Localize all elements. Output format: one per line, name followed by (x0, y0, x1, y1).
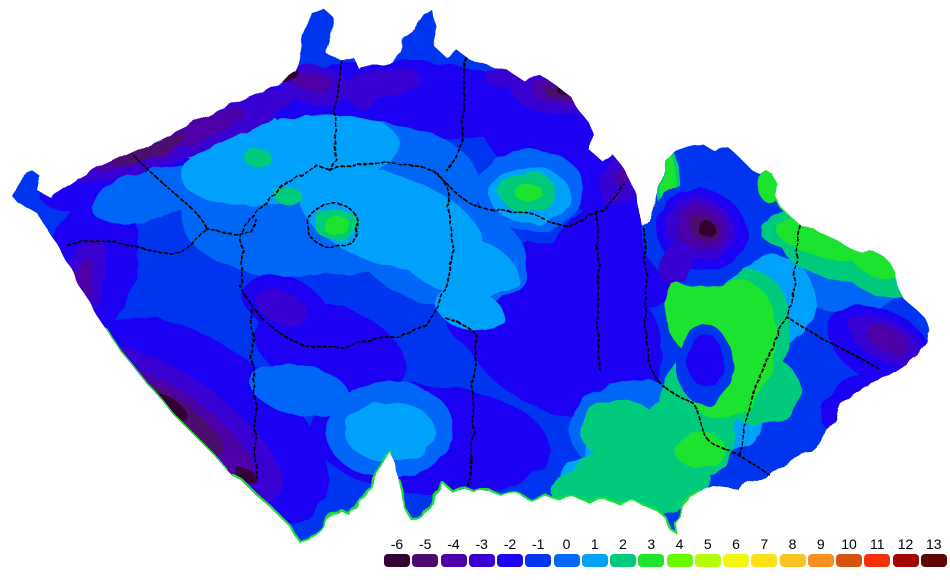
legend-label: 7 (760, 536, 769, 552)
legend-item: 12 (892, 536, 919, 567)
legend-label: -2 (503, 536, 517, 552)
region-border (329, 60, 343, 171)
legend-item: 8 (779, 536, 806, 567)
legend-swatch (779, 554, 806, 567)
legend-swatch (468, 554, 495, 567)
legend-swatch (553, 554, 580, 567)
region-border (445, 317, 478, 487)
legend-label: -5 (419, 536, 432, 552)
legend-item: 0 (553, 536, 580, 567)
region-border (433, 171, 625, 227)
legend-label: 13 (925, 536, 942, 552)
legend-label: 5 (703, 536, 712, 552)
legend-swatch (694, 554, 721, 567)
legend-item: 10 (836, 536, 862, 567)
temperature-legend: -6 -5 -4 -3 -2 -1 0 1 2 3 4 5 6 7 8 9 10 11 12 13 (384, 536, 947, 567)
legend-swatch (920, 554, 947, 567)
region-border (739, 315, 787, 457)
legend-swatch (836, 554, 862, 567)
legend-label: 9 (816, 536, 825, 552)
legend-label: 8 (788, 536, 797, 552)
region-border (665, 387, 769, 475)
legend-item: -4 (440, 536, 467, 567)
legend-item: 7 (751, 536, 778, 567)
legend-swatch (440, 554, 467, 567)
legend-swatch (864, 554, 891, 567)
legend-item: 1 (581, 536, 608, 567)
legend-item: -6 (384, 536, 410, 567)
legend-item: 2 (610, 536, 636, 567)
legend-item: 3 (638, 536, 665, 567)
legend-item: 4 (666, 536, 693, 567)
legend-swatch (384, 554, 410, 567)
region-border (65, 155, 208, 255)
legend-swatch (751, 554, 778, 567)
legend-swatch (666, 554, 693, 567)
legend-label: 1 (590, 536, 599, 552)
region-border (785, 315, 879, 369)
legend-swatch (581, 554, 608, 567)
region-border (238, 160, 456, 349)
legend-item: 9 (807, 536, 834, 567)
region-border (205, 219, 257, 236)
legend-swatch (412, 554, 439, 567)
legend-item: 5 (694, 536, 721, 567)
region-border (642, 227, 667, 389)
legend-item: 11 (864, 536, 891, 567)
legend-swatch (892, 554, 919, 567)
region-border-prague (306, 202, 359, 249)
legend-label: 10 (841, 536, 857, 552)
legend-label: 11 (869, 536, 885, 552)
legend-swatch (807, 554, 834, 567)
legend-swatch (497, 554, 523, 567)
legend-label: -1 (532, 536, 545, 552)
region-border (595, 211, 602, 373)
legend-item: 6 (723, 536, 749, 567)
legend-swatch (610, 554, 636, 567)
legend-swatch (638, 554, 665, 567)
legend-item: -2 (497, 536, 523, 567)
legend-item: -1 (525, 536, 552, 567)
legend-label: 4 (675, 536, 684, 552)
region-border (445, 57, 467, 171)
legend-label: 2 (619, 536, 627, 552)
legend-label: 0 (562, 536, 571, 552)
region-border (250, 309, 258, 478)
legend-item: -5 (412, 536, 439, 567)
legend-label: 6 (732, 536, 740, 552)
legend-swatch (525, 554, 552, 567)
legend-swatch (723, 554, 749, 567)
legend-item: -3 (468, 536, 495, 567)
legend-label: -3 (475, 536, 488, 552)
legend-label: -4 (447, 536, 460, 552)
region-boundaries (65, 57, 879, 487)
legend-label: 12 (897, 536, 914, 552)
region-border (785, 225, 801, 317)
legend-label: 3 (647, 536, 656, 552)
legend-label: -6 (390, 536, 404, 552)
legend-item: 13 (920, 536, 947, 567)
